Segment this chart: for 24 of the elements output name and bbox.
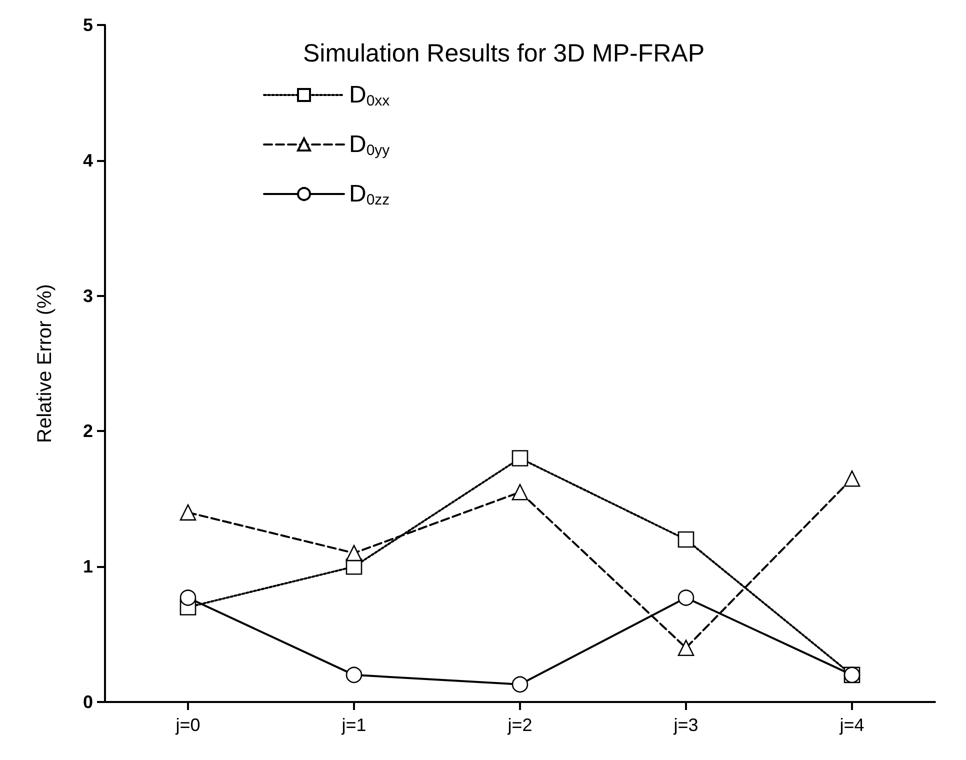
point xyxy=(180,590,196,606)
point xyxy=(346,544,362,562)
point xyxy=(512,676,528,693)
y-tick-label: 5 xyxy=(82,15,93,35)
y-tick-label: 1 xyxy=(82,556,93,577)
point xyxy=(512,484,528,500)
point xyxy=(678,640,694,656)
point xyxy=(512,450,528,466)
x-tick-label: j=4 xyxy=(838,715,864,735)
point xyxy=(844,470,860,487)
y-tick-label: 3 xyxy=(82,286,93,306)
x-tick-label: j=3 xyxy=(672,715,698,735)
point xyxy=(346,666,362,684)
point xyxy=(180,504,196,521)
point xyxy=(678,531,694,548)
y-tick-label: 2 xyxy=(82,421,93,442)
x-tick-label: j=1 xyxy=(340,715,366,735)
x-tick-label: j=0 xyxy=(174,715,200,735)
text: Simulation Results for 3D MP-FRAP xyxy=(303,40,705,68)
y-tick-label: 4 xyxy=(82,150,93,170)
point xyxy=(678,590,694,606)
y-tick-label: 0 xyxy=(82,692,93,712)
x-tick-label: j=2 xyxy=(506,715,532,735)
y-axis-title: Relative Error (%) xyxy=(34,284,56,443)
